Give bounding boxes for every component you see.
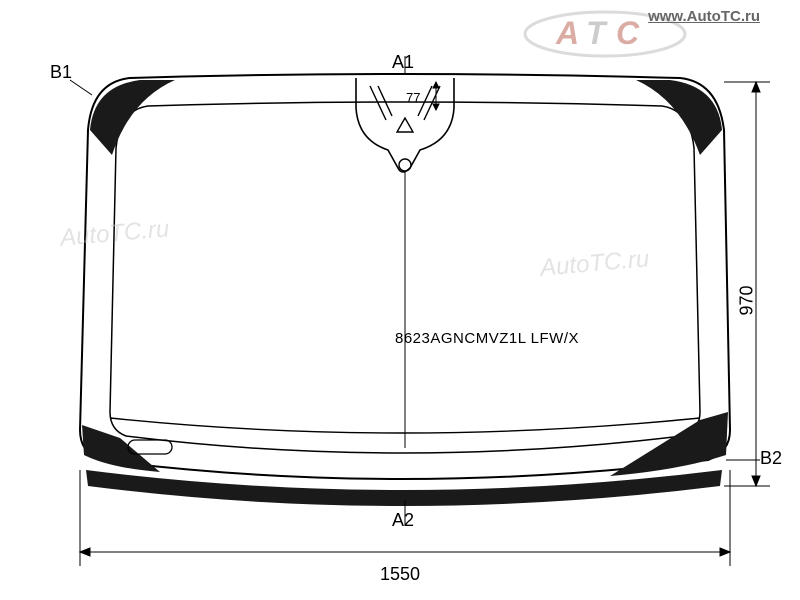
dim-width-value: 1550 [380,564,420,585]
sensor-cluster [356,78,454,172]
source-url[interactable]: www.AutoTC.ru [648,8,760,25]
bottom-strip [86,470,722,506]
label-a1: A1 [392,52,414,73]
dim-77-value: 77 [406,90,420,105]
label-a2: A2 [392,510,414,531]
b1-ext [70,80,92,95]
svg-text:A: A [555,15,579,51]
label-b1: B1 [50,62,72,83]
label-b2: B2 [760,448,782,469]
frit-bottom-left [82,425,160,472]
svg-text:T: T [586,15,608,51]
part-number: 8623AGNCMVZ1L LFW/X [395,330,579,347]
dim-height-value: 970 [736,285,757,315]
svg-text:C: C [616,15,640,51]
dim-77 [433,82,439,110]
